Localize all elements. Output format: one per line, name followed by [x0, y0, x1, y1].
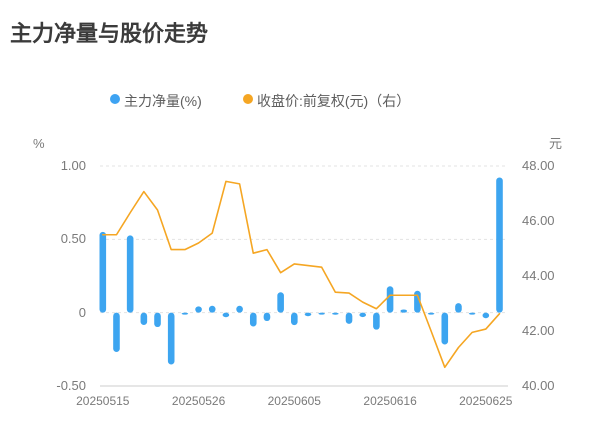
svg-text:48.00: 48.00	[522, 158, 555, 173]
svg-text:46.00: 46.00	[522, 213, 555, 228]
svg-text:-0.50: -0.50	[56, 378, 86, 393]
svg-text:20250616: 20250616	[363, 394, 417, 408]
svg-text:1.00: 1.00	[61, 158, 86, 173]
svg-text:0: 0	[79, 305, 86, 320]
svg-text:40.00: 40.00	[522, 378, 555, 393]
svg-text:20250605: 20250605	[268, 394, 322, 408]
svg-text:20250625: 20250625	[459, 394, 513, 408]
svg-text:42.00: 42.00	[522, 323, 555, 338]
svg-text:20250515: 20250515	[76, 394, 130, 408]
svg-text:%: %	[33, 136, 45, 151]
svg-text:20250526: 20250526	[172, 394, 226, 408]
svg-text:0.50: 0.50	[61, 231, 86, 246]
svg-text:元: 元	[549, 136, 562, 151]
svg-text:44.00: 44.00	[522, 268, 555, 283]
